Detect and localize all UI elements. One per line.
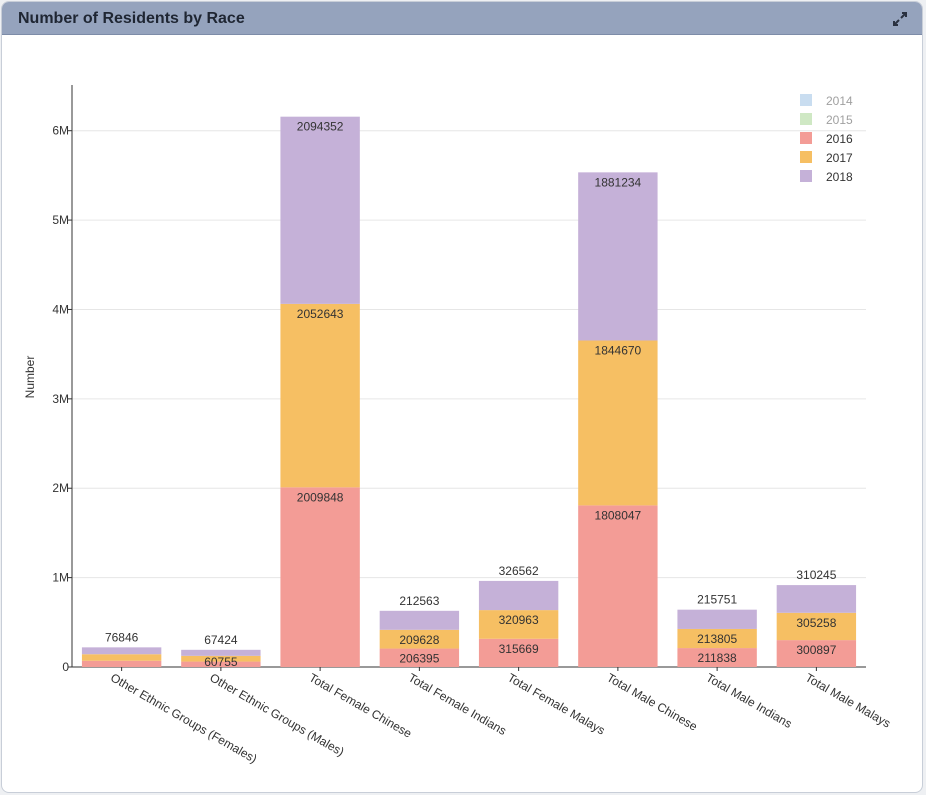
bar-segment-2018[interactable] bbox=[280, 116, 360, 304]
bar-segment-2017[interactable] bbox=[280, 303, 360, 488]
bars bbox=[81, 116, 857, 667]
x-tick-label: Total Male Indians bbox=[704, 670, 795, 730]
legend-item-2018[interactable]: 2018 bbox=[800, 170, 853, 184]
bar-segment-2016[interactable] bbox=[181, 661, 261, 667]
x-tick-label: Total Female Malays bbox=[505, 670, 607, 737]
x-tick-label: Total Female Chinese bbox=[307, 670, 415, 740]
bar-value-label: 2094352 bbox=[297, 120, 344, 134]
x-tick-label: Total Male Malays bbox=[803, 670, 893, 730]
bar-segment-2017[interactable] bbox=[379, 629, 460, 649]
y-tick-label: 3M bbox=[52, 392, 69, 406]
bar-value-label: 305258 bbox=[796, 616, 836, 630]
bar-segment-2017[interactable] bbox=[81, 654, 162, 661]
legend-item-2016[interactable]: 2016 bbox=[800, 132, 853, 146]
y-tick-label: 1M bbox=[52, 571, 69, 585]
y-tick-label: 5M bbox=[52, 213, 69, 227]
bar-segment-2017[interactable] bbox=[181, 655, 261, 662]
expand-icon[interactable] bbox=[890, 9, 910, 29]
grid-lines bbox=[72, 130, 866, 579]
legend: 2014 2015 2016 2017 2018 bbox=[800, 94, 853, 184]
bar-segment-2018[interactable] bbox=[578, 172, 658, 341]
data-labels: 76846 60755 67424 2009848 2052643 2094352 2063… bbox=[105, 120, 837, 669]
bar-value-label: 2009848 bbox=[297, 490, 344, 504]
bar-value-label: 60755 bbox=[204, 655, 238, 669]
bar-value-label: 326562 bbox=[499, 564, 539, 578]
bar-segment-2018[interactable] bbox=[81, 647, 162, 655]
bar-segment-2018[interactable] bbox=[478, 580, 559, 611]
bar-value-label: 1881234 bbox=[595, 175, 642, 189]
bar-value-label: 320963 bbox=[499, 613, 539, 627]
bar-segment-2017[interactable] bbox=[776, 612, 857, 641]
legend-swatch bbox=[800, 94, 812, 106]
legend-item-2017[interactable]: 2017 bbox=[800, 151, 853, 165]
legend-swatch bbox=[800, 132, 812, 144]
y-tick-label: 6M bbox=[52, 124, 69, 138]
bar-value-label: 1844670 bbox=[595, 344, 642, 358]
bar-segment-2018[interactable] bbox=[677, 609, 757, 629]
bar-value-label: 315669 bbox=[499, 642, 539, 656]
y-axis-tick-labels: 0 1M 2M 3M 4M 5M 6M bbox=[52, 124, 69, 674]
bar-segment-2018[interactable] bbox=[181, 649, 261, 656]
bar-value-label: 206395 bbox=[399, 652, 439, 666]
bar-value-label: 212563 bbox=[399, 594, 439, 608]
bar-segment-2017[interactable] bbox=[478, 610, 559, 639]
legend-label: 2018 bbox=[826, 170, 853, 184]
bar-segment-2018[interactable] bbox=[379, 610, 460, 630]
x-tick-label: Total Male Chinese bbox=[604, 670, 700, 733]
bar-value-label: 2052643 bbox=[297, 307, 344, 321]
legend-label: 2014 bbox=[826, 94, 853, 108]
legend-label: 2016 bbox=[826, 132, 853, 146]
x-axis-tick-labels: Other Ethnic Groups (Females)Other Ethni… bbox=[108, 670, 893, 765]
legend-item-2015[interactable]: 2015 bbox=[800, 113, 853, 127]
panel-title: Number of Residents by Race bbox=[18, 10, 245, 27]
bar-segment-2016[interactable] bbox=[478, 638, 559, 667]
bar-segment-2016[interactable] bbox=[81, 660, 162, 667]
bar-value-label: 213805 bbox=[697, 632, 737, 646]
legend-label: 2015 bbox=[826, 113, 853, 127]
bar-value-label: 215751 bbox=[697, 593, 737, 607]
legend-swatch bbox=[800, 113, 812, 125]
bar-value-label: 76846 bbox=[105, 630, 139, 644]
bar-segment-2016[interactable] bbox=[578, 505, 658, 667]
bar-segment-2018[interactable] bbox=[776, 585, 857, 613]
bar-value-label: 310245 bbox=[796, 568, 836, 582]
legend-swatch bbox=[800, 151, 812, 163]
legend-item-2014[interactable]: 2014 bbox=[800, 94, 853, 108]
y-tick-label: 4M bbox=[52, 302, 69, 316]
legend-label: 2017 bbox=[826, 151, 853, 165]
bar-segment-2016[interactable] bbox=[776, 640, 857, 667]
bar-segment-2017[interactable] bbox=[578, 340, 658, 506]
bar-segment-2016[interactable] bbox=[280, 487, 360, 667]
x-tick-label: Total Female Indians bbox=[406, 670, 509, 737]
bar-value-label: 300897 bbox=[796, 643, 836, 657]
bar-segment-2016[interactable] bbox=[379, 648, 460, 667]
bar-value-label: 67424 bbox=[204, 633, 238, 647]
y-tick-label: 2M bbox=[52, 481, 69, 495]
panel-header: Number of Residents by Race bbox=[2, 2, 922, 35]
bar-segment-2017[interactable] bbox=[677, 628, 757, 649]
y-tick-label: 0 bbox=[62, 660, 69, 674]
bar-value-label: 209628 bbox=[399, 633, 439, 647]
bar-segment-2016[interactable] bbox=[677, 648, 757, 667]
y-axis-label: Number bbox=[23, 356, 37, 399]
bar-value-label: 211838 bbox=[698, 651, 737, 665]
legend-swatch bbox=[800, 170, 812, 182]
bar-chart: 76846 60755 67424 2009848 2052643 2094352 2063… bbox=[23, 85, 893, 766]
axes bbox=[68, 85, 866, 671]
bar-value-label: 1808047 bbox=[595, 508, 642, 522]
